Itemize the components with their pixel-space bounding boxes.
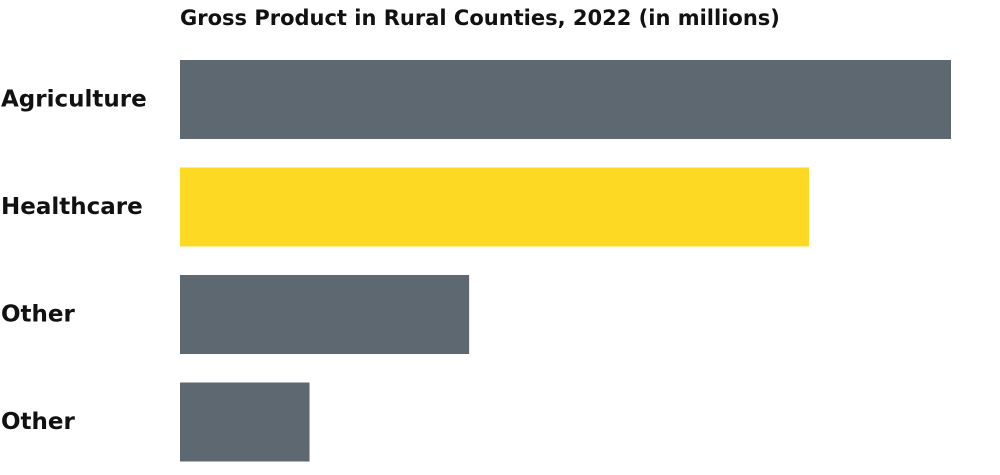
bar-other-3 [180, 382, 310, 462]
chart-title: Gross Product in Rural Counties, 2022 (i… [180, 6, 780, 30]
bar-other-2 [180, 275, 470, 354]
bars-layer [180, 60, 951, 462]
category-label-0: Agriculture [1, 87, 147, 113]
bar-agriculture-0 [180, 60, 951, 139]
category-label-2: Other [1, 302, 76, 328]
category-label-1: Healthcare [1, 194, 143, 220]
category-label-3: Other [1, 409, 76, 435]
bar-healthcare-1 [180, 167, 810, 247]
category-labels-layer: Agriculture Healthcare Other Other [1, 87, 147, 436]
